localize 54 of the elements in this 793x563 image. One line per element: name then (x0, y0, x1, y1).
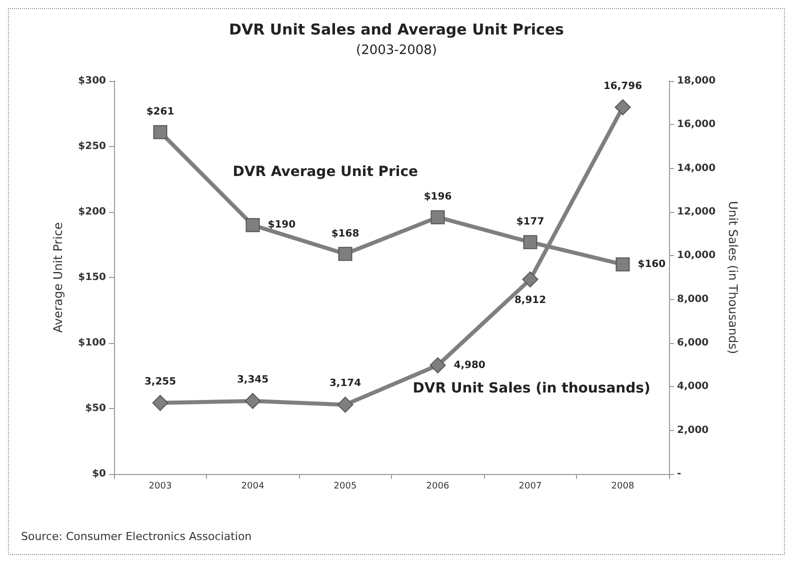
x-tick-label: 2006 (426, 482, 450, 492)
point (522, 271, 538, 288)
point (246, 218, 260, 232)
y-tick-label: $200 (78, 206, 106, 218)
series-label: DVR Average Unit Price (232, 164, 418, 180)
x-tick-label: 2008 (611, 482, 634, 492)
y2-tick-label: 12,000 (677, 206, 716, 218)
point (523, 235, 538, 250)
data-label: $160 (638, 258, 666, 270)
y-tick-label: $250 (78, 141, 106, 152)
data-label: 4,980 (454, 360, 486, 371)
data-label: $168 (331, 228, 360, 240)
y2-tick-label: - (677, 468, 682, 480)
data-label: $196 (424, 192, 452, 203)
y2-axis-title: Unit Sales (in Thousands) (726, 200, 740, 354)
series-label: DVR Unit Sales (in thousands) (412, 380, 650, 396)
point (244, 392, 261, 409)
y2-tick-label: 16,000 (677, 119, 716, 130)
data-label: 16,796 (603, 80, 642, 92)
x-tick-label: 2003 (148, 482, 172, 492)
point (153, 125, 168, 140)
y2-tick-label: 10,000 (677, 250, 716, 262)
y-axis-title: Average Unit Price (51, 222, 65, 333)
y-tick-label: $100 (78, 338, 106, 348)
y-tick-label: $0 (92, 468, 106, 480)
y2-tick-label: 6,000 (677, 338, 709, 348)
point (337, 396, 354, 413)
x-tick-label: 2005 (334, 482, 357, 492)
data-label: 3,174 (329, 378, 362, 390)
point (430, 210, 445, 224)
chart-subtitle: (2003-2008) (356, 43, 438, 58)
y2-tick-label: 2,000 (677, 424, 709, 436)
chart-title: DVR Unit Sales and Average Unit Prices (229, 20, 564, 38)
data-label: 3,255 (144, 376, 176, 388)
x-tick-label: 2004 (241, 482, 264, 492)
x-tick-label: 2007 (518, 482, 542, 492)
point (338, 246, 352, 261)
data-label: $261 (146, 106, 174, 118)
point (430, 357, 446, 374)
data-label: 3,345 (236, 374, 269, 386)
y2-tick-label: 14,000 (677, 162, 716, 174)
y2-tick-label: 8,000 (677, 294, 709, 305)
source-note: Source: Consumer Electronics Association (21, 530, 252, 543)
point (616, 257, 630, 272)
y2-tick-label: 4,000 (677, 381, 709, 392)
y2-tick-label: 18,000 (677, 76, 716, 86)
point (614, 99, 631, 116)
y-tick-label: $50 (85, 403, 106, 414)
data-label: $177 (516, 216, 544, 228)
data-label: 8,912 (514, 294, 546, 306)
data-label: $190 (268, 220, 296, 231)
point (152, 394, 168, 411)
y-tick-label: $300 (78, 76, 106, 86)
y-tick-label: $150 (78, 272, 106, 283)
